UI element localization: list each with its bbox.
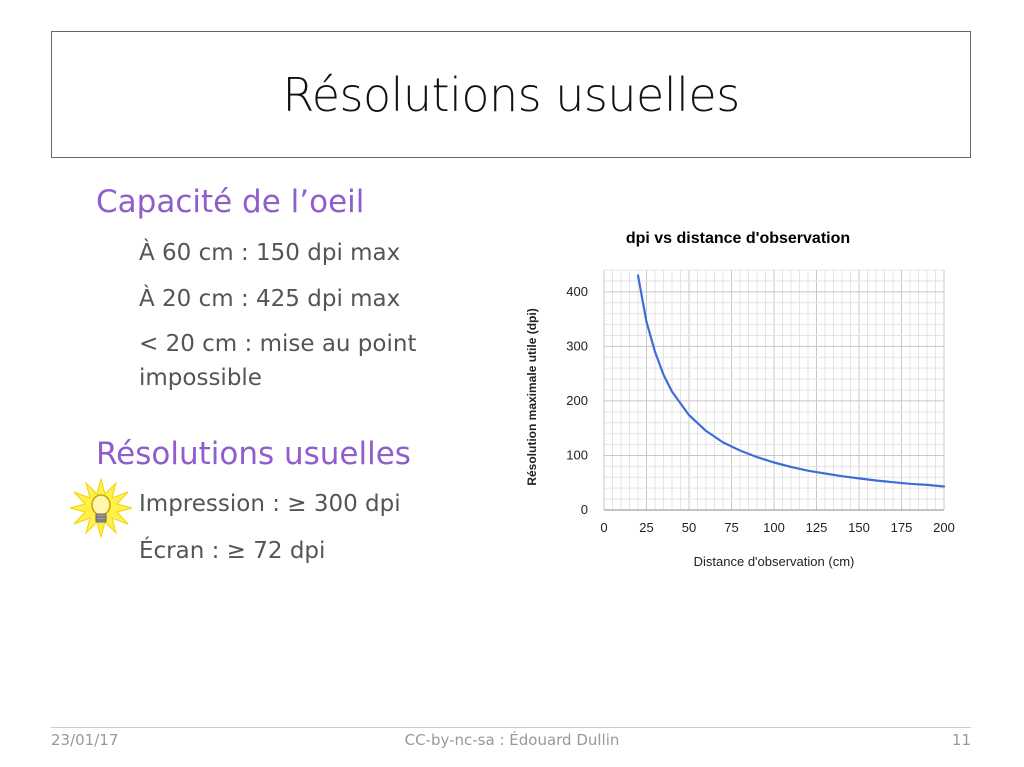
- section-heading-capacity: Capacité de l’oeil: [96, 184, 365, 220]
- y-tick-label: 200: [566, 393, 588, 408]
- chart-title: dpi vs distance d'observation: [626, 230, 850, 247]
- bullet-usual-1: Impression : ≥ 300 dpi: [139, 491, 401, 517]
- bullet-capacity-1: À 60 cm : 150 dpi max: [139, 240, 401, 266]
- y-tick-label: 100: [566, 447, 588, 462]
- light-bulb-icon: [70, 478, 132, 538]
- x-tick-label: 100: [763, 520, 785, 535]
- chart-axes: 0 25 50 75 100 125 150 175 200 0 100 200 300 400: [566, 284, 955, 535]
- bullet-usual-2: Écran : ≥ 72 dpi: [139, 538, 326, 564]
- x-tick-label: 150: [848, 520, 870, 535]
- y-tick-label: 0: [581, 502, 588, 517]
- dpi-distance-chart: 0 25 50 75 100 125 150 175 200 0 100 200 300 400 dpi …: [525, 230, 955, 569]
- y-tick-label: 300: [566, 338, 588, 353]
- x-tick-label: 25: [639, 520, 653, 535]
- slide-title: Résolutions usuelles: [282, 67, 740, 122]
- x-tick-label: 50: [682, 520, 696, 535]
- x-tick-label: 125: [806, 520, 828, 535]
- title-box: Résolutions usuelles: [51, 31, 971, 158]
- footer-page-number: 11: [951, 731, 971, 749]
- x-tick-label: 0: [600, 520, 607, 535]
- x-tick-label: 175: [891, 520, 913, 535]
- footer-license: CC-by-nc-sa : Édouard Dullin: [404, 731, 620, 749]
- chart-y-axis-label: Résolution maximale utile (dpi): [525, 308, 539, 485]
- footer-divider: [51, 727, 971, 728]
- y-tick-label: 400: [566, 284, 588, 299]
- x-tick-label: 75: [724, 520, 738, 535]
- section-heading-usual: Résolutions usuelles: [96, 436, 411, 472]
- bullet-capacity-2: À 20 cm : 425 dpi max: [139, 286, 401, 312]
- bullet-capacity-3: < 20 cm : mise au point impossible: [139, 331, 417, 391]
- series-line: [636, 274, 946, 488]
- chart-series: [636, 274, 946, 488]
- chart-grid: [603, 269, 945, 511]
- x-tick-label: 200: [933, 520, 955, 535]
- footer-date: 23/01/17: [51, 731, 119, 749]
- chart-x-axis-label: Distance d'observation (cm): [694, 554, 855, 569]
